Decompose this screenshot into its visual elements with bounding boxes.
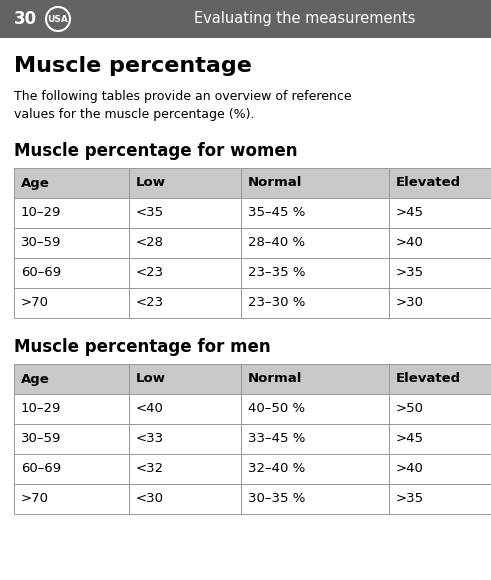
Text: Low: Low [136, 372, 166, 386]
Text: >40: >40 [396, 462, 424, 476]
Bar [389, 424, 491, 454]
Bar [14, 484, 129, 514]
Text: <23: <23 [136, 266, 164, 280]
Text: Elevated: Elevated [396, 176, 461, 190]
Bar [14, 258, 129, 288]
Bar [241, 394, 389, 424]
Bar [389, 228, 491, 258]
Bar [129, 168, 241, 198]
Text: <33: <33 [136, 433, 164, 445]
Text: 30–59: 30–59 [21, 433, 61, 445]
Bar [389, 258, 491, 288]
Text: Age: Age [21, 372, 50, 386]
Text: USA: USA [48, 14, 68, 24]
Text: <28: <28 [136, 237, 164, 249]
Bar [129, 364, 241, 394]
Bar [14, 394, 129, 424]
Text: Normal: Normal [248, 176, 302, 190]
Bar [129, 484, 241, 514]
Text: <40: <40 [136, 403, 164, 415]
Text: >70: >70 [21, 296, 49, 310]
Bar [241, 168, 389, 198]
Bar [129, 424, 241, 454]
Bar [241, 364, 389, 394]
Bar [389, 198, 491, 228]
Bar [241, 198, 389, 228]
Bar [389, 364, 491, 394]
Text: 23–35 %: 23–35 % [248, 266, 305, 280]
Text: >45: >45 [396, 206, 424, 219]
Bar [14, 198, 129, 228]
Text: >35: >35 [396, 492, 424, 506]
Text: >30: >30 [396, 296, 424, 310]
Bar [129, 394, 241, 424]
Bar [389, 484, 491, 514]
Bar [389, 288, 491, 318]
Text: Normal: Normal [248, 372, 302, 386]
Text: Muscle percentage for women: Muscle percentage for women [14, 142, 298, 160]
Bar [14, 288, 129, 318]
Text: Age: Age [21, 176, 50, 190]
Bar [241, 288, 389, 318]
Bar [14, 454, 129, 484]
Bar [241, 424, 389, 454]
Text: 33–45 %: 33–45 % [248, 433, 305, 445]
Text: >50: >50 [396, 403, 424, 415]
Text: <23: <23 [136, 296, 164, 310]
Bar [14, 364, 129, 394]
Text: 30–35 %: 30–35 % [248, 492, 305, 506]
Text: Elevated: Elevated [396, 372, 461, 386]
Text: 32–40 %: 32–40 % [248, 462, 305, 476]
Text: 23–30 %: 23–30 % [248, 296, 305, 310]
Text: 28–40 %: 28–40 % [248, 237, 305, 249]
Text: >70: >70 [21, 492, 49, 506]
Bar [14, 168, 129, 198]
Text: The following tables provide an overview of reference
values for the muscle perc: The following tables provide an overview… [14, 90, 352, 121]
Bar [129, 258, 241, 288]
Bar [129, 288, 241, 318]
Text: Low: Low [136, 176, 166, 190]
Bar [241, 454, 389, 484]
Bar [129, 198, 241, 228]
Bar [129, 454, 241, 484]
Bar [389, 454, 491, 484]
Text: Muscle percentage for men: Muscle percentage for men [14, 338, 271, 356]
Text: 10–29: 10–29 [21, 206, 61, 219]
Text: Evaluating the measurements: Evaluating the measurements [194, 12, 415, 27]
Text: 60–69: 60–69 [21, 462, 61, 476]
Text: <35: <35 [136, 206, 164, 219]
Text: 10–29: 10–29 [21, 403, 61, 415]
Text: 30–59: 30–59 [21, 237, 61, 249]
Bar [389, 168, 491, 198]
Text: >40: >40 [396, 237, 424, 249]
Bar [14, 424, 129, 454]
Text: <30: <30 [136, 492, 164, 506]
Text: >45: >45 [396, 433, 424, 445]
Text: 30: 30 [14, 10, 37, 28]
Text: 40–50 %: 40–50 % [248, 403, 305, 415]
Bar [241, 258, 389, 288]
Bar [241, 228, 389, 258]
Bar [241, 484, 389, 514]
Bar [14, 228, 129, 258]
Text: <32: <32 [136, 462, 164, 476]
Bar [129, 228, 241, 258]
Text: >35: >35 [396, 266, 424, 280]
Bar [389, 394, 491, 424]
Text: 35–45 %: 35–45 % [248, 206, 305, 219]
Text: 60–69: 60–69 [21, 266, 61, 280]
Bar [0, 0, 491, 38]
Text: Muscle percentage: Muscle percentage [14, 56, 252, 76]
